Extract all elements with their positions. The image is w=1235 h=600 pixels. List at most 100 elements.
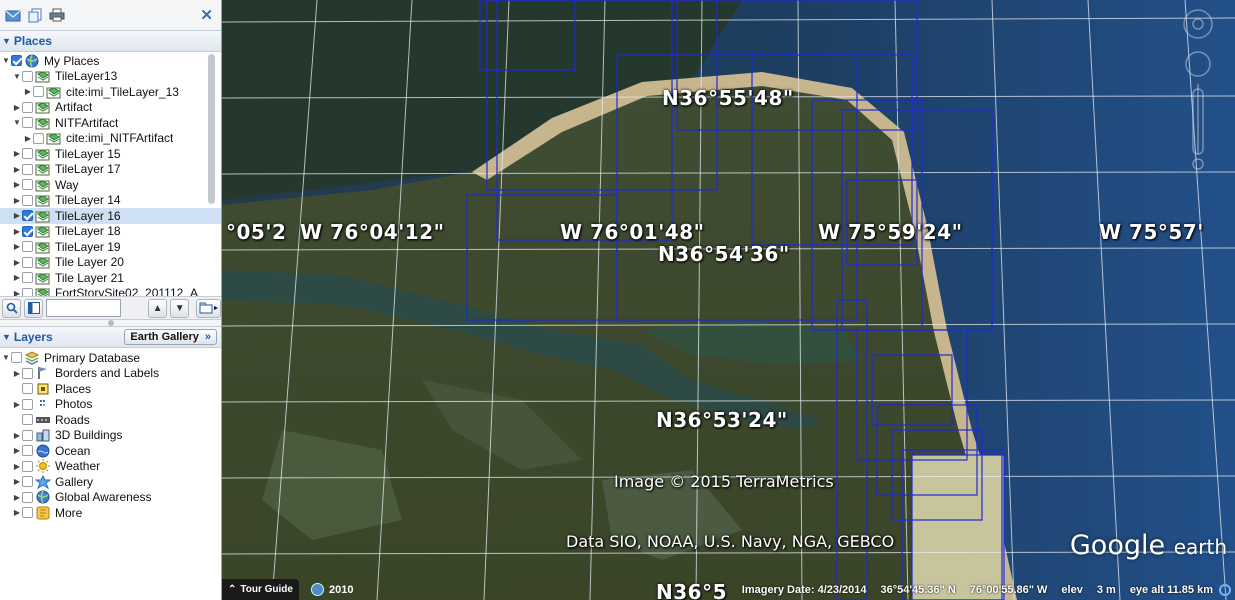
layers-header[interactable]: ▼ Layers Earth Gallery »: [0, 326, 221, 348]
layers-tree-item[interactable]: ▶ More: [0, 505, 221, 521]
move-down-button[interactable]: ▼: [170, 298, 190, 318]
close-icon[interactable]: ✕: [200, 7, 213, 24]
historical-imagery-button[interactable]: 2010: [310, 583, 353, 596]
places-tree-item[interactable]: ▶ cite:imi_NITFArtifact: [0, 131, 221, 147]
expand-right-icon[interactable]: ▶: [13, 273, 21, 283]
expand-right-icon[interactable]: ▶: [13, 226, 21, 236]
map-view[interactable]: N36°55'48" °05'2 W 76°04'12" W 76°01'48"…: [222, 0, 1235, 600]
expand-right-icon[interactable]: ▶: [13, 257, 21, 267]
expand-right-icon[interactable]: ▶: [13, 288, 21, 296]
visibility-checkbox[interactable]: [33, 86, 44, 98]
places-tree-item[interactable]: ▶ cite:imi_TileLayer_13: [0, 84, 221, 100]
expand-right-icon[interactable]: ▶: [13, 461, 21, 471]
split-view-icon[interactable]: [24, 298, 44, 318]
visibility-checkbox[interactable]: [22, 117, 33, 129]
visibility-checkbox[interactable]: [22, 476, 33, 488]
expand-right-icon[interactable]: ▶: [13, 446, 21, 456]
visibility-checkbox[interactable]: [22, 507, 33, 519]
layers-tree-item[interactable]: ▶ Borders and Labels: [0, 366, 221, 382]
move-up-button[interactable]: ▲: [148, 298, 168, 318]
expand-right-icon[interactable]: ▶: [13, 242, 21, 252]
visibility-checkbox[interactable]: [22, 163, 33, 175]
layers-tree-item[interactable]: Roads: [0, 412, 221, 428]
navigation-controls[interactable]: [1173, 4, 1223, 174]
expand-right-icon[interactable]: ▶: [24, 87, 32, 97]
places-tree-item[interactable]: ▶ Tile Layer 20: [0, 255, 221, 271]
visibility-checkbox[interactable]: [22, 148, 33, 160]
layers-tree-item[interactable]: ▶ Ocean: [0, 443, 221, 459]
places-tree-item[interactable]: ▼ TileLayer13: [0, 69, 221, 85]
layers-tree-item[interactable]: ▶ 3D Buildings: [0, 428, 221, 444]
visibility-checkbox[interactable]: [33, 132, 44, 144]
places-tree-item[interactable]: ▼ My Places: [0, 53, 221, 69]
visibility-checkbox[interactable]: [22, 398, 33, 410]
expand-right-icon[interactable]: ▶: [13, 430, 21, 440]
places-header[interactable]: ▼ Places: [0, 30, 221, 52]
tour-guide-button[interactable]: ⌃ Tour Guide: [222, 579, 299, 600]
expand-right-icon[interactable]: ▶: [13, 368, 21, 378]
expand-down-icon[interactable]: ▼: [2, 56, 10, 66]
visibility-checkbox[interactable]: [22, 225, 33, 237]
expand-right-icon[interactable]: ▶: [13, 164, 21, 174]
visibility-checkbox[interactable]: [22, 445, 33, 457]
places-tree-item[interactable]: ▶ Way: [0, 177, 221, 193]
visibility-checkbox[interactable]: [22, 194, 33, 206]
expand-down-icon[interactable]: ▼: [2, 353, 10, 363]
visibility-checkbox[interactable]: [22, 210, 33, 222]
expand-right-icon[interactable]: ▶: [13, 180, 21, 190]
places-tree-item[interactable]: ▶ TileLayer 15: [0, 146, 221, 162]
expand-right-icon[interactable]: ▶: [13, 211, 21, 221]
visibility-checkbox[interactable]: [22, 367, 33, 379]
visibility-checkbox[interactable]: [11, 352, 22, 364]
visibility-checkbox[interactable]: [22, 491, 33, 503]
visibility-checkbox[interactable]: [22, 179, 33, 191]
collapse-triangle-icon[interactable]: ▼: [2, 332, 11, 342]
visibility-checkbox[interactable]: [22, 414, 33, 426]
expand-down-icon[interactable]: ▼: [13, 71, 21, 81]
folder-menu-button[interactable]: [196, 298, 221, 318]
expand-right-icon[interactable]: ▶: [13, 102, 21, 112]
expand-right-icon[interactable]: ▶: [13, 149, 21, 159]
places-tree-item[interactable]: ▼ NITFArtifact: [0, 115, 221, 131]
email-icon[interactable]: [4, 7, 22, 23]
places-tree-item[interactable]: ▶ TileLayer 19: [0, 239, 221, 255]
expand-right-icon[interactable]: ▶: [13, 477, 21, 487]
expand-right-icon[interactable]: ▶: [13, 492, 21, 502]
layers-tree-item[interactable]: ▶ Gallery: [0, 474, 221, 490]
visibility-checkbox[interactable]: [22, 272, 33, 284]
expand-down-icon[interactable]: ▼: [13, 118, 21, 128]
expand-right-icon[interactable]: ▶: [13, 508, 21, 518]
places-tree-item[interactable]: ▶ Artifact: [0, 100, 221, 116]
places-tree-item[interactable]: ▶ Tile Layer 21: [0, 270, 221, 286]
visibility-checkbox[interactable]: [22, 383, 33, 395]
expand-right-icon[interactable]: ▶: [13, 195, 21, 205]
copy-icon[interactable]: [26, 7, 44, 23]
places-search-input[interactable]: [46, 299, 122, 317]
partial-checkbox[interactable]: [11, 55, 22, 67]
places-tree-item[interactable]: ▶ TileLayer 16: [0, 208, 221, 224]
places-tree-item[interactable]: ▶ FortStorySite02_201112_A: [0, 286, 221, 296]
expand-right-icon[interactable]: ▶: [24, 133, 32, 143]
layers-tree-item[interactable]: Places: [0, 381, 221, 397]
compass-ring-icon[interactable]: [1219, 583, 1231, 596]
collapse-triangle-icon[interactable]: ▼: [2, 36, 11, 46]
places-scrollbar[interactable]: [208, 54, 215, 204]
visibility-checkbox[interactable]: [22, 101, 33, 113]
expand-right-icon[interactable]: ▶: [13, 399, 21, 409]
layers-tree-item[interactable]: ▶ Global Awareness: [0, 490, 221, 506]
visibility-checkbox[interactable]: [22, 460, 33, 472]
search-icon[interactable]: [2, 298, 22, 318]
panel-resize-grip[interactable]: [0, 320, 221, 326]
layers-tree-item[interactable]: ▶ Weather: [0, 459, 221, 475]
visibility-checkbox[interactable]: [22, 256, 33, 268]
layers-tree-item[interactable]: ▼ Primary Database: [0, 350, 221, 366]
places-tree-item[interactable]: ▶ TileLayer 17: [0, 162, 221, 178]
visibility-checkbox[interactable]: [22, 241, 33, 253]
places-tree-item[interactable]: ▶ TileLayer 14: [0, 193, 221, 209]
visibility-checkbox[interactable]: [22, 287, 33, 296]
print-icon[interactable]: [48, 7, 66, 23]
places-tree-item[interactable]: ▶ TileLayer 18: [0, 224, 221, 240]
visibility-checkbox[interactable]: [22, 70, 33, 82]
earth-gallery-button[interactable]: Earth Gallery »: [124, 329, 217, 345]
visibility-checkbox[interactable]: [22, 429, 33, 441]
